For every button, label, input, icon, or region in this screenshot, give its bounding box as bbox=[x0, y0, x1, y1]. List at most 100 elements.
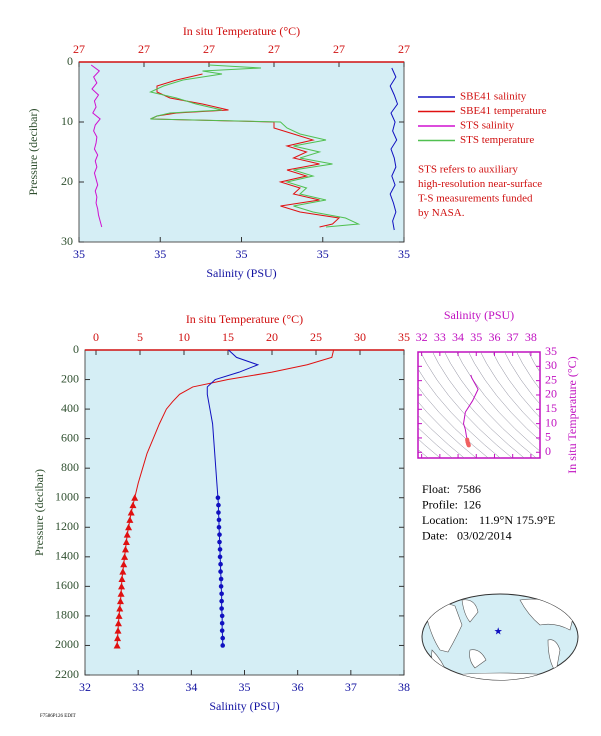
y-tick-label: 20 bbox=[545, 387, 557, 401]
profile-line bbox=[206, 349, 260, 498]
x-tick-label: 33 bbox=[132, 680, 144, 694]
marker bbox=[121, 553, 129, 560]
marker bbox=[216, 524, 222, 530]
x2-axis-title: In situ Temperature (°C) bbox=[186, 312, 303, 326]
info-value: 03/02/2014 bbox=[457, 528, 512, 542]
y-tick-label: 0 bbox=[545, 444, 551, 458]
x2-tick-label: 27 bbox=[203, 42, 215, 56]
marker bbox=[219, 598, 224, 604]
world-map bbox=[421, 593, 579, 681]
contour bbox=[528, 352, 540, 373]
y-tick-label: 800 bbox=[61, 460, 79, 474]
y-axis-title: Pressure (decibar) bbox=[32, 469, 46, 556]
x-axis-title: Salinity (PSU) bbox=[444, 308, 514, 322]
info-label: Date: bbox=[422, 528, 448, 542]
marker bbox=[126, 516, 134, 523]
legend-label: STS temperature bbox=[460, 134, 534, 146]
marker bbox=[120, 560, 128, 568]
marker bbox=[218, 576, 224, 582]
y-tick-label: 25 bbox=[545, 372, 557, 386]
marker bbox=[127, 509, 135, 516]
contour bbox=[504, 352, 540, 405]
marker bbox=[122, 538, 130, 546]
y-tick-label: 0 bbox=[73, 342, 79, 356]
marker bbox=[219, 620, 225, 626]
contour bbox=[456, 352, 540, 452]
x2-tick-label: 27 bbox=[333, 42, 345, 56]
y-axis-title: In situ Temperature (°C) bbox=[565, 356, 579, 473]
y-tick-label: 5 bbox=[545, 430, 551, 444]
x2-tick-label: 20 bbox=[266, 330, 278, 344]
x-tick-label: 35 bbox=[154, 247, 166, 261]
plot-area bbox=[84, 349, 405, 676]
marker bbox=[116, 597, 124, 605]
x-axis-title: Salinity (PSU) bbox=[206, 266, 276, 280]
x2-tick-label: 27 bbox=[268, 42, 280, 56]
x-tick-label: 38 bbox=[398, 680, 410, 694]
y-tick-label: 1800 bbox=[55, 608, 79, 622]
info-value: 126 bbox=[463, 497, 481, 511]
note-line: T-S measurements funded bbox=[418, 193, 533, 205]
x-tick-label: 37 bbox=[507, 330, 519, 344]
marker bbox=[123, 531, 131, 538]
marker bbox=[216, 517, 222, 523]
y-tick-label: 1000 bbox=[55, 489, 79, 503]
y-tick-label: 0 bbox=[67, 54, 73, 68]
y-tick-label: 600 bbox=[61, 430, 79, 444]
profile-line bbox=[389, 67, 399, 231]
x-tick-label: 35 bbox=[470, 330, 482, 344]
footer-code: F7586P126 EDIT bbox=[40, 714, 76, 719]
marker bbox=[125, 523, 133, 531]
marker bbox=[121, 545, 129, 553]
marker bbox=[219, 591, 224, 597]
x-tick-label: 36 bbox=[488, 330, 500, 344]
profile-line bbox=[90, 64, 103, 228]
marker bbox=[131, 494, 139, 501]
x-tick-label: 36 bbox=[292, 680, 304, 694]
marker bbox=[116, 605, 124, 612]
info-value: 11.9°N 175.9°E bbox=[479, 513, 555, 527]
marker bbox=[220, 643, 226, 648]
y-tick-label: 35 bbox=[545, 344, 557, 358]
y-axis-title: Pressure (decibar) bbox=[26, 109, 40, 196]
info-label: Float: bbox=[422, 482, 450, 496]
info-value: 7586 bbox=[457, 482, 481, 496]
x2-tick-label: 5 bbox=[137, 330, 143, 344]
info-label: Location: bbox=[422, 513, 468, 527]
y-tick-label: 2000 bbox=[55, 637, 79, 651]
x2-tick-label: 25 bbox=[310, 330, 322, 344]
marker bbox=[118, 582, 126, 590]
x-tick-label: 33 bbox=[434, 330, 446, 344]
marker bbox=[218, 584, 224, 589]
contour bbox=[418, 386, 489, 458]
contour bbox=[420, 352, 513, 458]
marker bbox=[114, 627, 122, 634]
legend-label: SBE41 temperature bbox=[460, 105, 547, 117]
y-tick-label: 1600 bbox=[55, 578, 79, 592]
y-tick-label: 30 bbox=[61, 234, 73, 248]
y-tick-label: 1400 bbox=[55, 549, 79, 563]
note-line: high-resolution near-surface bbox=[418, 178, 542, 190]
ts-line bbox=[463, 374, 479, 440]
marker bbox=[114, 619, 122, 627]
y-tick-label: 2200 bbox=[55, 667, 79, 681]
y-tick-label: 200 bbox=[61, 371, 79, 385]
x-tick-label: 32 bbox=[416, 330, 428, 344]
marker bbox=[216, 502, 221, 508]
marker bbox=[220, 635, 226, 641]
marker bbox=[219, 606, 224, 611]
marker bbox=[216, 510, 221, 515]
marker bbox=[217, 539, 222, 545]
info-label: Profile: bbox=[422, 497, 458, 511]
plot-area bbox=[78, 61, 405, 243]
y-tick-label: 10 bbox=[61, 114, 73, 128]
profile-line bbox=[150, 73, 341, 228]
marker bbox=[117, 590, 125, 597]
y-tick-label: 15 bbox=[545, 401, 557, 415]
contour bbox=[432, 352, 525, 458]
x-tick-label: 35 bbox=[73, 247, 85, 261]
marker bbox=[215, 495, 221, 501]
note-line: by NASA. bbox=[418, 207, 465, 219]
ts-point bbox=[466, 443, 471, 448]
